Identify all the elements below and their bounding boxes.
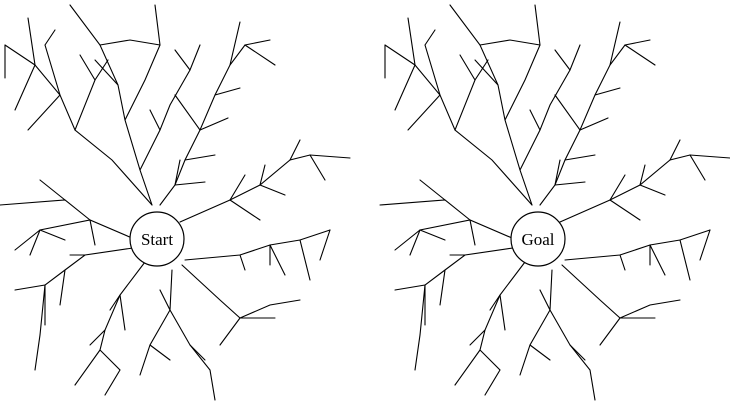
start-label: Start (141, 230, 173, 249)
goal-tree: Goal (379, 4, 730, 401)
goal-label: Goal (521, 230, 554, 249)
goal-node (510, 211, 566, 267)
start-node (129, 211, 185, 267)
start-tree: Start (0, 4, 351, 401)
